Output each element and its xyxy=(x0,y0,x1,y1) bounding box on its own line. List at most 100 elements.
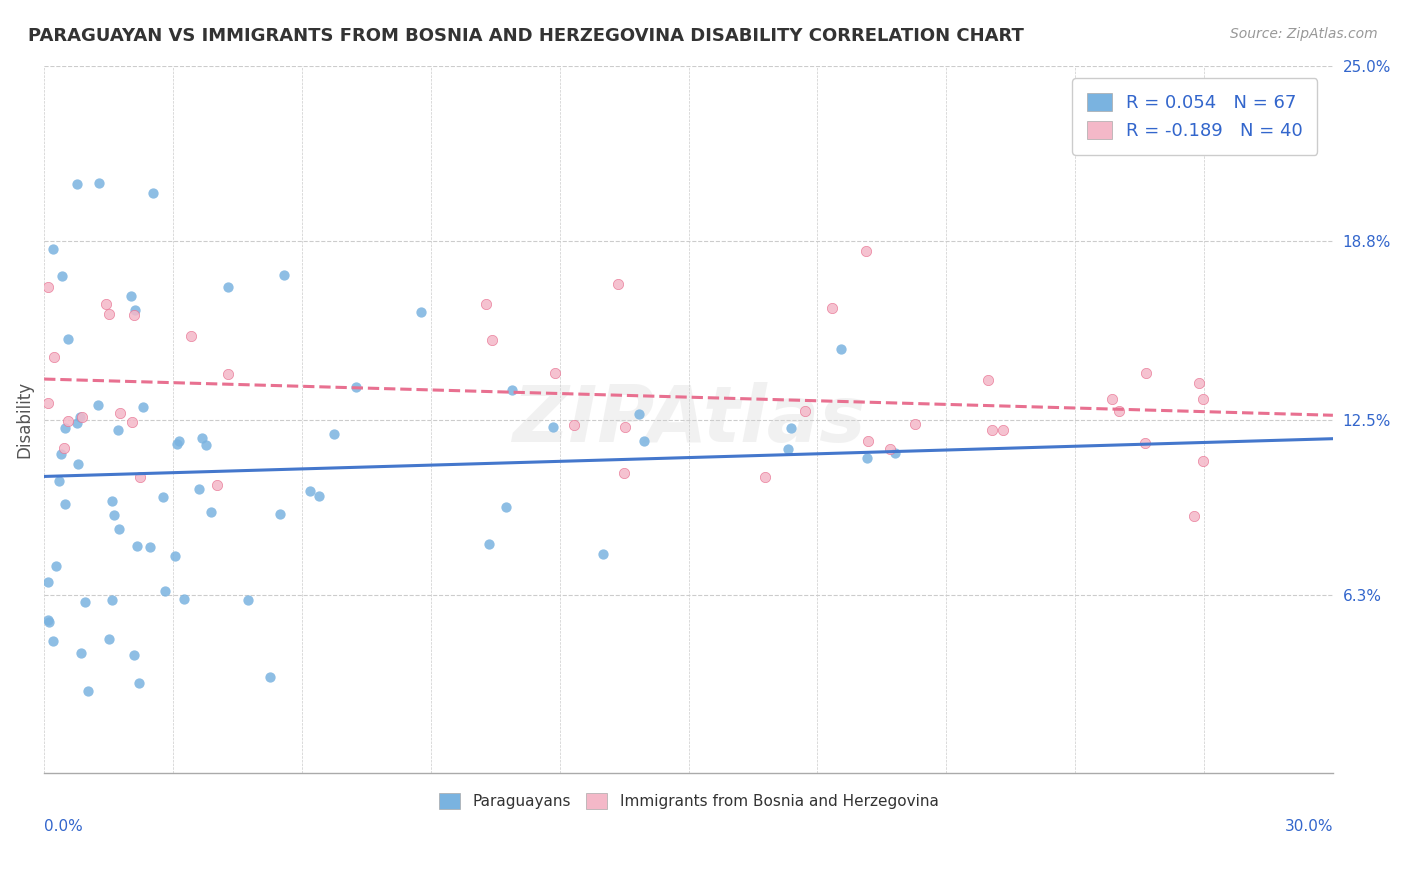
Point xyxy=(628,407,651,421)
Point xyxy=(1192,392,1215,406)
Point xyxy=(981,423,1004,437)
Point xyxy=(142,186,165,200)
Point xyxy=(101,592,124,607)
Point xyxy=(856,434,879,449)
Point xyxy=(793,403,815,417)
Point xyxy=(51,268,73,283)
Point xyxy=(475,297,498,311)
Text: PARAGUAYAN VS IMMIGRANTS FROM BOSNIA AND HERZEGOVINA DISABILITY CORRELATION CHAR: PARAGUAYAN VS IMMIGRANTS FROM BOSNIA AND… xyxy=(28,27,1024,45)
Point xyxy=(903,417,925,432)
Point xyxy=(884,446,907,460)
Point xyxy=(122,308,145,322)
Point xyxy=(107,423,129,437)
Point xyxy=(77,684,100,698)
Legend: Paraguayans, Immigrants from Bosnia and Herzegovina: Paraguayans, Immigrants from Bosnia and … xyxy=(433,787,945,815)
Text: 0.0%: 0.0% xyxy=(44,819,83,834)
Point xyxy=(75,595,97,609)
Point xyxy=(56,332,79,346)
Point xyxy=(1108,404,1130,418)
Point xyxy=(495,500,517,514)
Point xyxy=(259,670,281,684)
Point xyxy=(132,400,155,414)
Point xyxy=(101,493,124,508)
Point xyxy=(607,277,630,291)
Point xyxy=(1188,376,1211,390)
Point xyxy=(52,441,75,455)
Point xyxy=(200,505,222,519)
Point xyxy=(152,490,174,504)
Point xyxy=(97,307,120,321)
Point xyxy=(108,522,131,536)
Point xyxy=(153,583,176,598)
Point xyxy=(98,632,121,647)
Point xyxy=(66,177,89,191)
Point xyxy=(613,420,636,434)
Point xyxy=(121,415,143,429)
Point xyxy=(501,384,523,398)
Point xyxy=(70,410,93,425)
Point xyxy=(269,507,291,521)
Point xyxy=(53,497,76,511)
Point xyxy=(1101,392,1123,407)
Point xyxy=(173,591,195,606)
Point xyxy=(128,675,150,690)
Point xyxy=(217,280,239,294)
Point xyxy=(481,333,503,347)
Point xyxy=(45,558,67,573)
Text: 30.0%: 30.0% xyxy=(1285,819,1333,834)
Point xyxy=(53,420,76,434)
Point xyxy=(191,431,214,445)
Text: Source: ZipAtlas.com: Source: ZipAtlas.com xyxy=(1230,27,1378,41)
Point xyxy=(879,442,901,457)
Point xyxy=(166,437,188,451)
Point xyxy=(821,301,844,316)
Point xyxy=(977,373,1000,387)
Point xyxy=(544,366,567,380)
Point xyxy=(38,615,60,629)
Point xyxy=(108,406,131,420)
Point xyxy=(37,613,59,627)
Point xyxy=(89,176,111,190)
Point xyxy=(49,447,72,461)
Point xyxy=(120,289,142,303)
Point xyxy=(127,539,149,553)
Point xyxy=(562,418,585,433)
Point xyxy=(273,268,295,283)
Point xyxy=(163,549,186,563)
Point xyxy=(37,574,59,589)
Point xyxy=(70,646,93,660)
Point xyxy=(66,457,89,471)
Point xyxy=(344,380,367,394)
Point xyxy=(194,438,217,452)
Point xyxy=(1133,435,1156,450)
Point xyxy=(236,593,259,607)
Point xyxy=(48,475,70,489)
Point xyxy=(613,466,636,480)
Point xyxy=(855,244,877,258)
Point xyxy=(991,423,1014,437)
Point xyxy=(1191,453,1213,467)
Point xyxy=(478,536,501,550)
Point xyxy=(56,414,79,428)
Point xyxy=(69,409,91,424)
Point xyxy=(187,482,209,496)
Point xyxy=(37,396,59,410)
Point xyxy=(205,478,228,492)
Text: ZIPAtlas: ZIPAtlas xyxy=(512,382,865,458)
Point xyxy=(830,342,852,356)
Point xyxy=(66,417,89,431)
Y-axis label: Disability: Disability xyxy=(15,381,32,458)
Point xyxy=(776,442,799,456)
Point xyxy=(42,634,65,648)
Point xyxy=(139,541,162,555)
Point xyxy=(217,368,239,382)
Point xyxy=(128,469,150,483)
Point xyxy=(308,489,330,503)
Point xyxy=(856,450,879,465)
Point xyxy=(103,508,125,523)
Point xyxy=(1135,366,1157,380)
Point xyxy=(541,420,564,434)
Point xyxy=(37,280,59,294)
Point xyxy=(167,434,190,448)
Point xyxy=(592,547,614,561)
